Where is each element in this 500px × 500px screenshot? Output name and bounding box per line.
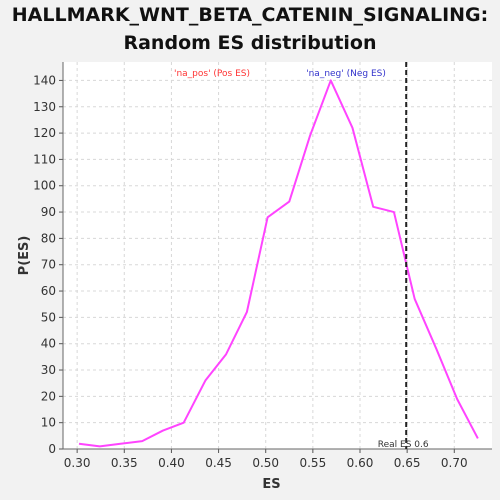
y-tick-label: 50 — [41, 310, 56, 324]
x-tick-label: 0.55 — [299, 456, 326, 470]
axes: 0 10 20 30 40 50 60 70 80 90 100 110 120 130 140 0.30 0.… — [17, 62, 492, 492]
y-tick-label: 80 — [41, 231, 56, 245]
pos-es-label: 'na_pos' (Pos ES) — [174, 69, 250, 79]
plot-area — [63, 62, 492, 449]
x-tick-label: 0.65 — [394, 456, 421, 470]
x-tick-label: 0.30 — [64, 456, 91, 470]
y-tick-label: 20 — [41, 389, 56, 403]
x-tick-label: 0.50 — [252, 456, 279, 470]
y-tick-label: 130 — [33, 100, 56, 114]
y-tick-label: 30 — [41, 363, 56, 377]
y-tick-label: 0 — [48, 442, 56, 456]
chart-title-line2: Random ES distribution — [123, 32, 377, 54]
real-es-label: Real ES 0.6 — [378, 440, 429, 450]
y-tick-label: 10 — [41, 416, 56, 430]
y-tick-label: 120 — [33, 126, 56, 140]
random-es-line — [78, 79, 479, 448]
y-tick-label: 140 — [33, 73, 56, 87]
x-tick-label: 0.45 — [205, 456, 232, 470]
y-tick-label: 70 — [41, 258, 56, 272]
y-tick-label: 100 — [33, 179, 56, 193]
annotations: Real ES 0.6 'na_pos' (Pos ES) 'na_neg' (Ne… — [174, 62, 429, 450]
y-axis-title: P(ES) — [17, 236, 32, 276]
y-tick-label: 110 — [33, 152, 56, 166]
x-tick-label: 0.70 — [441, 456, 468, 470]
x-tick-label: 0.35 — [111, 456, 138, 470]
y-tick-label: 90 — [41, 205, 56, 219]
series — [78, 79, 479, 448]
chart-title-line1: HALLMARK_WNT_BETA_CATENIN_SIGNALING: — [11, 4, 489, 26]
x-axis-title: ES — [262, 477, 280, 492]
x-tick-label: 0.40 — [158, 456, 185, 470]
x-tick-label: 0.60 — [347, 456, 374, 470]
y-tick-label: 60 — [41, 284, 56, 298]
y-tick-label: 40 — [41, 337, 56, 351]
neg-es-label: 'na_neg' (Neg ES) — [306, 69, 386, 79]
